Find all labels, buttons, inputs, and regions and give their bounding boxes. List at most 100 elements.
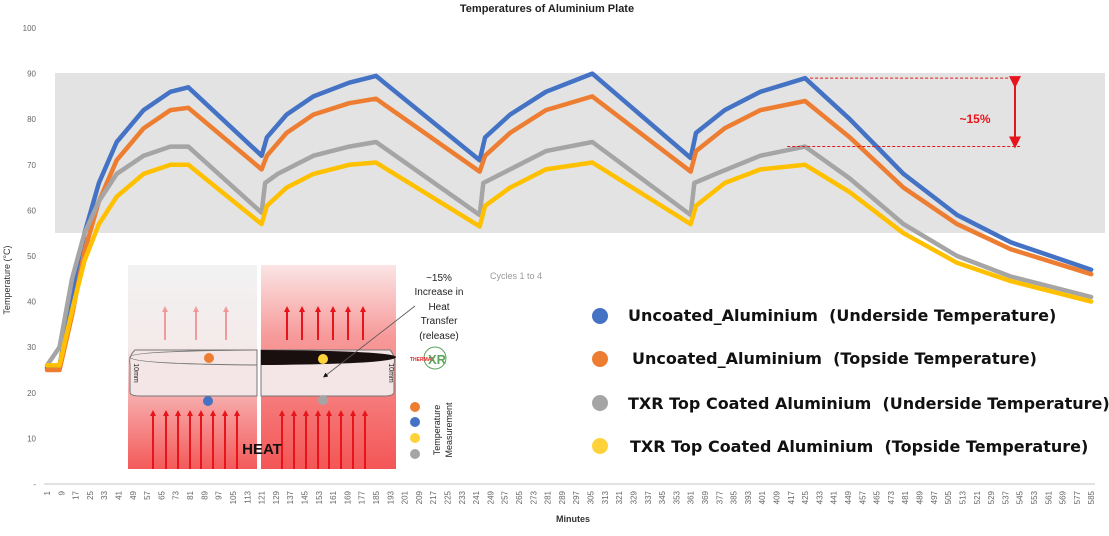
y-tick-label: - <box>33 480 36 489</box>
heat-arrow-head <box>223 306 229 312</box>
x-tick-label: 553 <box>1030 490 1039 504</box>
x-tick-label: 585 <box>1087 490 1096 504</box>
x-tick-label: 441 <box>830 490 839 504</box>
pointer-arrow <box>323 305 416 378</box>
heat-label: HEAT <box>242 441 282 458</box>
heat-arrow-head <box>345 306 351 312</box>
x-tick-label: 321 <box>615 490 624 504</box>
y-tick-label: 60 <box>27 206 36 215</box>
marker-orange-dot <box>204 353 214 363</box>
x-tick-label: 433 <box>815 490 824 504</box>
x-tick-label: 361 <box>687 490 696 504</box>
heat-arrow-head <box>175 410 181 416</box>
increase-text: ~15% Increase in Heat Transfer (release) <box>415 273 464 342</box>
measurement-label: Temperature <box>432 405 442 456</box>
x-tick-label: 449 <box>844 490 853 504</box>
x-tick-label: 49 <box>129 490 138 499</box>
logo-text: XR <box>428 352 447 367</box>
x-tick-label: 145 <box>300 490 309 504</box>
x-tick-label: 193 <box>386 490 395 504</box>
x-tick-label: 137 <box>286 490 295 504</box>
x-tick-label: 529 <box>987 490 996 504</box>
cycles-label: Cycles 1 to 4 <box>490 271 542 281</box>
heat-arrow-head <box>162 306 168 312</box>
legend: Uncoated_Aluminium (Underside Temperatur… <box>592 306 1109 456</box>
legend-label: Uncoated_Aluminium (Underside Temperatur… <box>628 306 1056 325</box>
series-line-3 <box>44 160 1094 368</box>
measurement-label: Measurement <box>444 402 454 458</box>
difference-annotation: ~15% <box>787 76 1021 149</box>
x-tick-label: 377 <box>715 490 724 504</box>
x-tick-label: 17 <box>72 490 81 499</box>
increase-line: ~15% <box>426 273 452 284</box>
heat-arrow-head <box>193 306 199 312</box>
legend-marker <box>592 308 608 324</box>
x-tick-label: 513 <box>958 490 967 504</box>
x-tick-label: 497 <box>930 490 939 504</box>
heat-arrow-head <box>187 410 193 416</box>
legend-label: TXR Top Coated Aluminium (Topside Temper… <box>630 437 1088 456</box>
x-tick-label: 345 <box>658 490 667 504</box>
x-tick-label: 425 <box>801 490 810 504</box>
y-tick-label: 70 <box>27 161 36 170</box>
x-tick-label: 369 <box>701 490 710 504</box>
heat-arrow-head <box>362 410 368 416</box>
uncoated-plate <box>129 349 258 397</box>
series-line-2 <box>44 139 1094 368</box>
heat-arrow-head <box>299 306 305 312</box>
x-tick-label: 113 <box>243 490 252 503</box>
marker-gray-dot <box>318 395 328 405</box>
x-tick-label: 161 <box>329 490 338 504</box>
series-line-0 <box>44 71 1094 370</box>
x-tick-label: 385 <box>730 490 739 504</box>
difference-label: ~15% <box>959 112 990 126</box>
heat-arrows <box>150 306 368 469</box>
x-tick-label: 417 <box>787 490 796 504</box>
x-tick-label: 81 <box>186 490 195 499</box>
thickness-label-right: 10mm <box>387 363 394 383</box>
marker-blue-dot <box>203 396 213 406</box>
thickness-label-left: 10mm <box>132 363 139 383</box>
y-tick-label: 40 <box>27 298 36 307</box>
x-tick-label: 561 <box>1044 490 1053 504</box>
heat-arrow-head <box>150 410 156 416</box>
x-tick-label: 505 <box>944 490 953 504</box>
increase-line: Transfer <box>421 316 459 327</box>
x-tick-label: 185 <box>372 490 381 504</box>
x-tick-label: 489 <box>916 490 925 504</box>
x-tick-label: 73 <box>172 490 181 499</box>
x-tick-label: 65 <box>157 490 166 499</box>
x-tick-label: 233 <box>458 490 467 504</box>
x-tick-label: 241 <box>472 490 481 504</box>
legend-dot-yellow <box>410 433 420 443</box>
heat-arrow-head <box>315 306 321 312</box>
heat-arrow-head <box>222 410 228 416</box>
coating-layer <box>261 350 396 365</box>
x-ticks: 1 9 17 25 33 41 49 57 65 73 81 89 97 105 113 121 129 137 1… <box>43 490 1096 504</box>
x-tick-label: 569 <box>1059 490 1068 504</box>
legend-marker <box>592 438 608 454</box>
legend-marker <box>592 395 608 411</box>
x-tick-label: 41 <box>115 490 124 499</box>
x-tick-label: 273 <box>529 490 538 504</box>
x-tick-label: 129 <box>272 490 281 504</box>
x-tick-label: 121 <box>258 490 267 504</box>
y-tick-label: 90 <box>27 70 36 79</box>
thermal-xr-logo: THERMAL XR <box>410 346 447 370</box>
uncoated-plate-top <box>129 349 258 366</box>
legend-label: TXR Top Coated Aluminium (Underside Temp… <box>628 394 1109 413</box>
heat-arrow-head <box>198 410 204 416</box>
y-axis-label: Temperature (°C) <box>2 245 12 314</box>
x-tick-label: 577 <box>1073 490 1082 504</box>
x-tick-label: 401 <box>758 490 767 504</box>
chart-title: Temperatures of Aluminium Plate <box>460 3 634 15</box>
y-tick-label: 20 <box>27 389 36 398</box>
heat-arrow-head <box>234 410 240 416</box>
heat-arrow-head <box>330 306 336 312</box>
x-tick-label: 177 <box>358 490 367 504</box>
y-tick-label: 80 <box>27 115 36 124</box>
x-tick-label: 9 <box>57 490 66 495</box>
x-tick-label: 217 <box>429 490 438 504</box>
x-tick-label: 297 <box>572 490 581 504</box>
